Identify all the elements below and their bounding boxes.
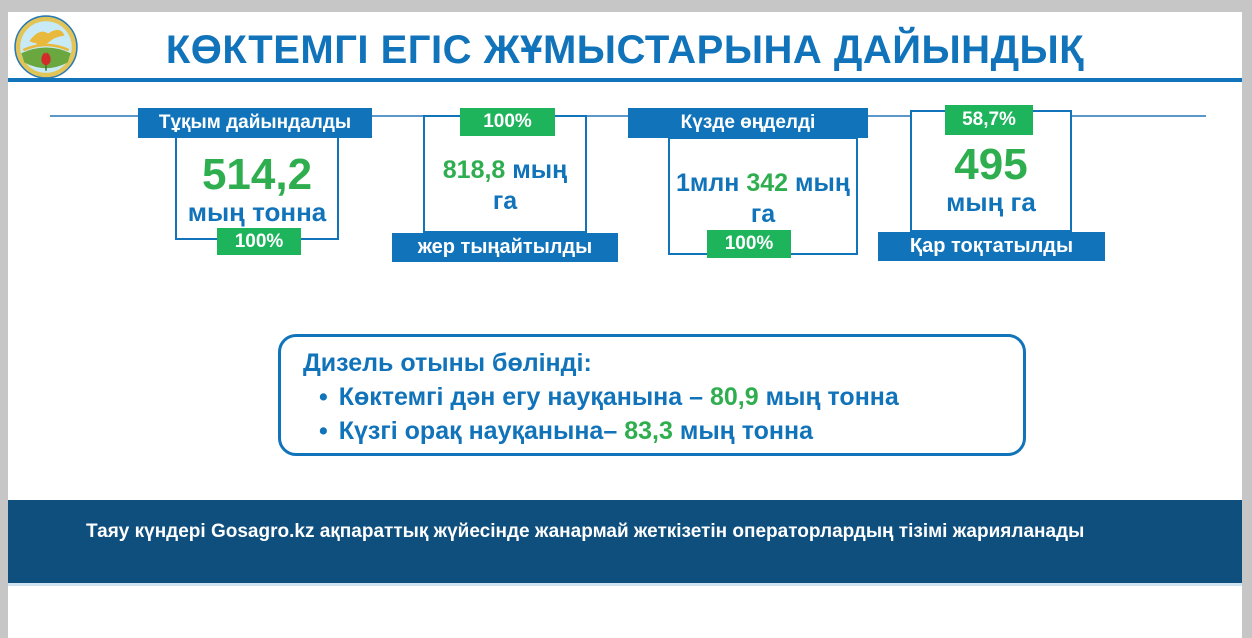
- stat-header-seeds: Тұқым дайындалды: [138, 108, 372, 138]
- notice-underline: [8, 583, 1242, 586]
- diesel-bullet-spring-text: Көктемгі дән егу науқанына –: [338, 383, 704, 411]
- stat-box-seeds: 514,2 мың тонна: [175, 128, 339, 240]
- bullet-dot-icon: [319, 383, 339, 411]
- diesel-bullet-autumn-text: Күзгі орақ науқанына–: [338, 417, 618, 445]
- diesel-bullet-spring: Көктемгі дән егу науқанына – 80,9 мың то…: [303, 383, 1013, 412]
- stat-footer-snow: Қар тоқтатылды: [878, 232, 1105, 261]
- autumn-value-number: 342: [746, 168, 789, 197]
- title-underline: [8, 78, 1242, 82]
- seeds-percent-badge: 100%: [217, 228, 301, 255]
- snow-percent-badge: 58,7%: [945, 105, 1033, 135]
- diesel-title: Дизель отыны бөлінді:: [303, 349, 592, 377]
- autumn-value-millions: 1млн: [676, 168, 740, 197]
- diesel-bullet-spring-value: 80,9: [710, 383, 759, 411]
- diesel-bullet-autumn-unit: мың тонна: [679, 417, 814, 445]
- notice-bar: Таяу күндері Gosagro.kz ақпараттық жүйес…: [8, 500, 1242, 583]
- fertilized-value-number: 818,8: [442, 155, 506, 184]
- seeds-number: 514,2: [201, 149, 313, 199]
- slide: КӨКТЕМГІ ЕГІС ЖҰМЫСТАРЫНА ДАЙЫНДЫҚ 514,2…: [8, 12, 1242, 638]
- fertilized-percent-badge: 100%: [460, 108, 555, 136]
- stat-box-snow: 495 мың га: [910, 110, 1072, 232]
- diesel-bullet-autumn: Күзгі орақ науқанына– 83,3 мың тонна: [303, 417, 1013, 446]
- seeds-unit: мың тонна: [187, 197, 327, 228]
- stat-header-autumn: Күзде өңделді: [628, 108, 868, 138]
- diesel-bullet-autumn-value: 83,3: [624, 417, 673, 445]
- snow-number: 495: [954, 139, 1028, 189]
- diesel-bullet-spring-unit: мың тонна: [765, 383, 899, 411]
- ministry-emblem-icon: [13, 14, 79, 80]
- stat-footer-fertilized: жер тыңайтылды: [392, 233, 618, 262]
- notice-text: Таяу күндері Gosagro.kz ақпараттық жүйес…: [86, 521, 1085, 542]
- fertilized-value: 818,8 мың: [443, 155, 567, 186]
- diesel-info-box: Дизель отыны бөлінді: Көктемгі дән егу н…: [278, 334, 1026, 456]
- slide-title: КӨКТЕМГІ ЕГІС ЖҰМЫСТАРЫНА ДАЙЫНДЫҚ: [165, 28, 1085, 72]
- autumn-percent-badge: 100%: [707, 230, 791, 258]
- bullet-dot-icon: [319, 417, 339, 445]
- autumn-value-unit: мың: [795, 168, 850, 197]
- fertilized-value-unit: мың: [512, 155, 568, 184]
- autumn-value-line2: га: [750, 200, 776, 228]
- fertilized-value-line2: га: [492, 187, 518, 215]
- autumn-value: 1млн 342 мың: [676, 168, 850, 199]
- snow-unit: мың га: [946, 187, 1036, 218]
